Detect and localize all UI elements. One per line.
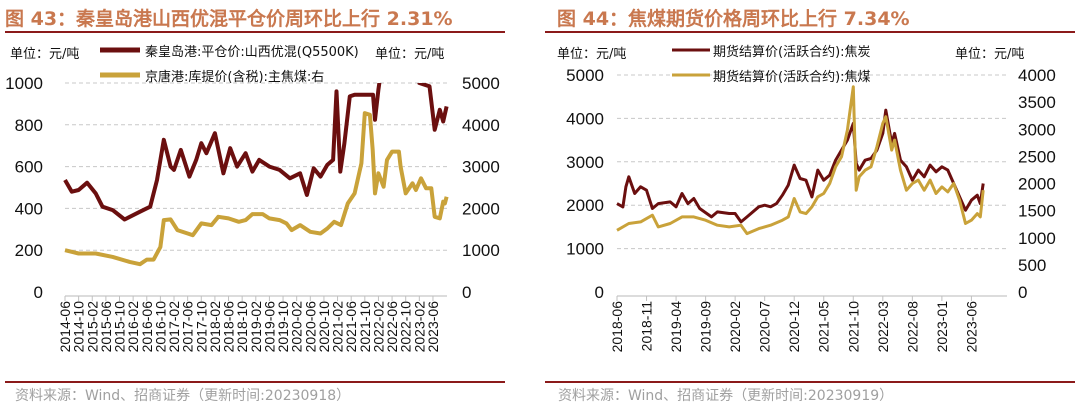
source-note: 资料来源：Wind、招商证券（更新时间:20230918） — [15, 388, 351, 404]
chart-43: 0 200 400 600 800 1000 0 1000 2000 3000 4000 5000 20… — [5, 44, 500, 353]
legend-label: 期货结算价(活跃合约):焦煤 — [713, 69, 871, 85]
right-axis-unit: 单位：元/吨 — [375, 47, 444, 62]
x-axis-tick-label: 2020-07 — [757, 301, 773, 353]
left-axis-tick-label: 800 — [15, 116, 43, 135]
title-rule — [545, 31, 1075, 33]
x-axis-tick-label: 2020-02 — [289, 301, 305, 353]
right-axis-tick-label: 1000 — [462, 241, 500, 260]
left-axis-unit: 单位：元/吨 — [557, 47, 626, 62]
right-axis-tick-label: 4000 — [462, 116, 500, 135]
left-axis-unit: 单位：元/吨 — [10, 47, 79, 62]
left-axis-tick-label: 0 — [34, 283, 43, 302]
legend-label: 秦皇岛港:平仓价:山西优混(Q5500K) — [145, 44, 359, 60]
right-axis-tick-label: 0 — [462, 283, 471, 302]
x-axis-tick-label: 2019-10 — [275, 301, 291, 353]
x-axis-tick-label: 2015-10 — [112, 301, 128, 353]
title-rule — [5, 31, 505, 33]
left-axis-tick-label: 3000 — [566, 153, 604, 172]
x-axis-tick-label: 2017-02 — [166, 301, 182, 353]
x-axis-tick-label: 2022-02 — [370, 301, 386, 353]
right-axis-tick-label: 500 — [1018, 256, 1046, 275]
x-axis-tick-label: 2022-03 — [875, 301, 891, 353]
x-axis-tick-label: 2017-06 — [180, 301, 196, 353]
legend-label: 期货结算价(活跃合约):焦炭 — [713, 44, 871, 60]
x-axis-tick-label: 2019-02 — [248, 301, 264, 353]
x-axis-tick-label: 2019-09 — [698, 301, 714, 353]
right-axis-tick-label: 2000 — [462, 199, 500, 218]
legend-label: 京唐港:库提价(含税):主焦煤:右 — [145, 69, 324, 85]
right-axis-tick-label: 3000 — [462, 158, 500, 177]
x-axis-tick-label: 2021-10 — [845, 301, 861, 353]
series-line-right-axis — [64, 111, 449, 267]
left-axis-tick-label: 0 — [595, 283, 604, 302]
right-axis-tick-label: 1500 — [1018, 202, 1056, 221]
x-axis-tick-label: 2015-02 — [84, 301, 100, 353]
x-axis-tick-label: 2018-11 — [639, 301, 655, 352]
x-axis-tick-label: 2021-10 — [357, 301, 373, 353]
x-axis-tick-label: 2014-06 — [57, 301, 73, 353]
x-axis-tick-label: 2016-10 — [152, 301, 168, 353]
chart-title-43: 图 43：秦皇岛港山西优混平仓价周环比上行 2.31% — [5, 8, 453, 30]
x-axis-tick-label: 2018-06 — [221, 301, 237, 353]
left-axis-tick-label: 2000 — [566, 196, 604, 215]
x-axis-tick-label: 2016-02 — [125, 301, 141, 353]
x-axis-tick-label: 2020-10 — [316, 301, 332, 353]
series-line-left-axis — [63, 83, 449, 222]
x-axis-tick-label: 2018-06 — [609, 301, 625, 353]
x-axis-tick-label: 2019-04 — [668, 301, 684, 353]
right-axis-tick-label: 3500 — [1018, 93, 1056, 112]
left-axis-tick-label: 4000 — [566, 109, 604, 128]
x-axis-tick-label: 2020-02 — [727, 301, 743, 353]
x-axis-tick-label: 2019-06 — [261, 301, 277, 353]
x-axis-tick-label: 2023-01 — [934, 301, 950, 353]
left-axis-tick-label: 400 — [15, 199, 43, 218]
x-axis-tick-label: 2022-08 — [904, 301, 920, 353]
x-axis-tick-label: 2023-06 — [963, 301, 979, 353]
x-axis-tick-label: 2021-05 — [816, 301, 832, 353]
x-axis-tick-label: 2017-10 — [193, 301, 209, 353]
x-axis-tick-label: 2023-06 — [425, 301, 441, 353]
x-axis-tick-label: 2020-06 — [302, 301, 318, 353]
right-axis-unit: 单位：元/吨 — [955, 47, 1024, 62]
left-axis-tick-label: 1000 — [566, 240, 604, 259]
right-axis-tick-label: 3000 — [1018, 120, 1056, 139]
series-line-left-axis — [616, 108, 985, 224]
right-axis-tick-label: 1000 — [1018, 229, 1056, 248]
right-axis-tick-label: 5000 — [462, 74, 500, 93]
right-axis-tick-label: 0 — [1018, 283, 1027, 302]
left-axis-tick-label: 600 — [15, 158, 43, 177]
left-axis-tick-label: 5000 — [566, 66, 604, 85]
x-axis-tick-label: 2022-06 — [384, 301, 400, 353]
footer-rule — [5, 381, 505, 383]
footer-rule — [545, 381, 1075, 383]
x-axis-tick-label: 2018-10 — [234, 301, 250, 353]
x-axis-tick-label: 2021-02 — [330, 301, 346, 353]
source-note: 资料来源：Wind、招商证券（更新时间:20230919） — [558, 388, 894, 404]
right-axis-tick-label: 2500 — [1018, 147, 1056, 166]
left-axis-tick-label: 1000 — [5, 74, 43, 93]
x-axis-tick-label: 2015-06 — [98, 301, 114, 353]
x-axis-tick-label: 2022-10 — [398, 301, 414, 353]
left-axis-tick-label: 200 — [15, 241, 43, 260]
x-axis-tick-label: 2020-12 — [786, 301, 802, 353]
x-axis-tick-label: 2016-06 — [139, 301, 155, 353]
x-axis-tick-label: 2023-02 — [411, 301, 427, 353]
x-axis-tick-label: 2014-10 — [71, 301, 87, 353]
x-axis-tick-label: 2021-06 — [343, 301, 359, 353]
x-axis-tick-label: 2018-02 — [207, 301, 223, 353]
right-axis-tick-label: 2000 — [1018, 175, 1056, 194]
chart-title-44: 图 44：焦煤期货价格周环比上行 7.34% — [557, 8, 910, 30]
right-axis-tick-label: 4000 — [1018, 66, 1056, 85]
series-line-right-axis — [616, 85, 985, 236]
